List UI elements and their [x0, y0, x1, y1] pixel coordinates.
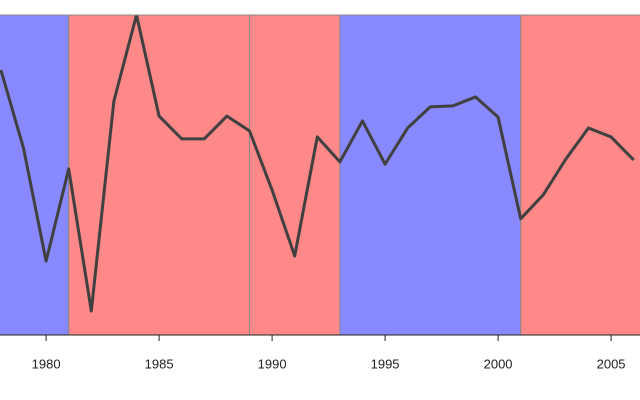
party-band: [68, 15, 250, 335]
party-band: [339, 15, 522, 335]
x-tick-label: 2005: [597, 356, 626, 371]
x-tick-label: 1990: [258, 356, 287, 371]
x-tick-label: 1985: [145, 356, 174, 371]
x-tick-label: 1995: [371, 356, 400, 371]
data-line: [0, 15, 635, 313]
party-band: [520, 15, 640, 335]
x-tick-label: 2000: [484, 356, 513, 371]
x-tick-label: 1980: [32, 356, 61, 371]
bands: [0, 15, 640, 335]
party-band: [0, 15, 70, 335]
party-band: [248, 15, 341, 335]
lines: [0, 15, 635, 313]
